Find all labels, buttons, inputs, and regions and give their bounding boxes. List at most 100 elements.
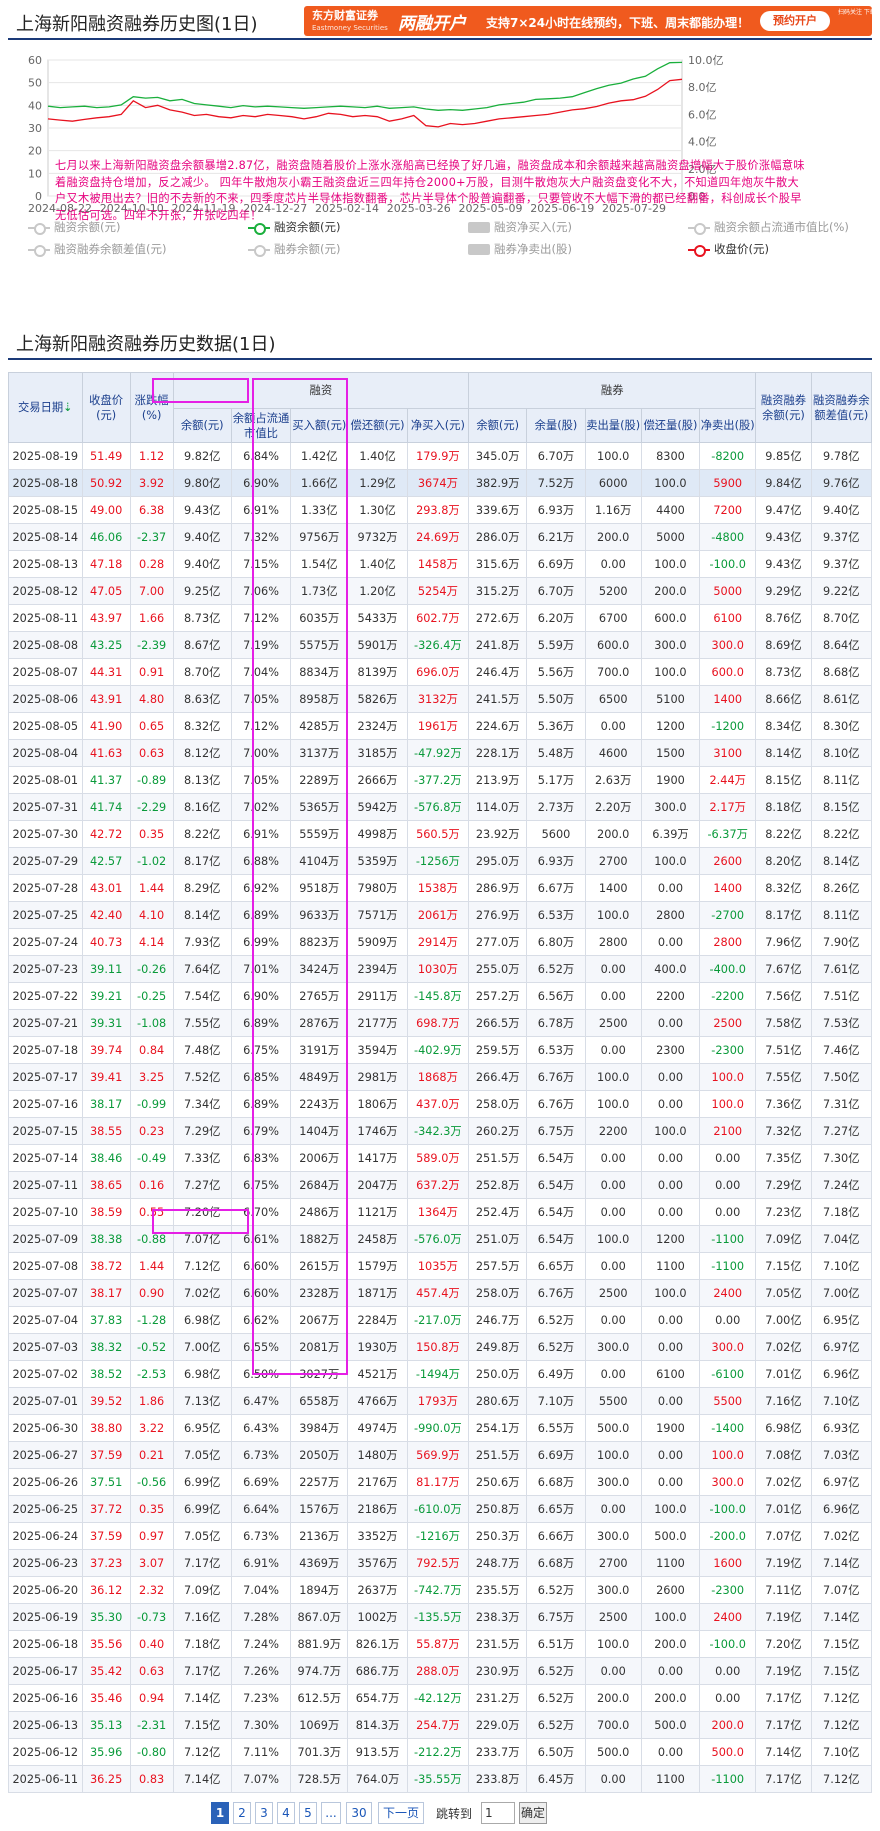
table-cell: 7.30% bbox=[230, 1711, 292, 1739]
page-button-5[interactable]: 5 bbox=[299, 1802, 317, 1824]
table-cell: 5.36万 bbox=[526, 712, 586, 740]
legend-item[interactable]: 融资融券余额差值(元) bbox=[28, 240, 166, 258]
col-change-header[interactable]: 涨跌幅(%) bbox=[129, 372, 174, 443]
table-cell: 7.13亿 bbox=[172, 1387, 232, 1415]
table-cell: 3984万 bbox=[290, 1414, 349, 1442]
legend-label: 融资余额(元) bbox=[274, 220, 341, 234]
table-cell: 700.0 bbox=[584, 1711, 642, 1739]
table-cell: 38.32 bbox=[81, 1333, 131, 1361]
table-cell: 6.96亿 bbox=[810, 1495, 873, 1523]
col-sec-repay-header[interactable]: 偿还量(股) bbox=[640, 408, 701, 443]
table-cell: 7.64亿 bbox=[172, 955, 232, 983]
col-fin-balance-header[interactable]: 余额(元) bbox=[172, 408, 232, 443]
col-date-header[interactable]: 交易日期⇣ bbox=[8, 372, 83, 443]
table-cell: 6.21万 bbox=[526, 523, 586, 551]
table-cell: 42.72 bbox=[81, 820, 131, 848]
table-cell: 5365万 bbox=[290, 793, 349, 821]
col-sec-sell-header[interactable]: 卖出量(股) bbox=[584, 408, 642, 443]
table-row: 2025-07-22 39.21 -0.25 7.54亿 6.90% 2765万 2911万… bbox=[8, 982, 873, 1010]
table-cell: 6.96亿 bbox=[810, 1360, 873, 1388]
page-button-2[interactable]: 2 bbox=[233, 1802, 251, 1824]
table-cell: 5.48万 bbox=[526, 739, 586, 767]
page-button-4[interactable]: 4 bbox=[277, 1802, 295, 1824]
table-cell: 6.78万 bbox=[526, 1009, 586, 1037]
legend-item[interactable]: 融资余额(元) bbox=[28, 218, 120, 236]
table-cell: 0.83 bbox=[129, 1765, 174, 1793]
table-cell: -2300 bbox=[699, 1036, 757, 1064]
legend-line-icon bbox=[248, 244, 270, 257]
table-cell: 7.27亿 bbox=[172, 1171, 232, 1199]
table-cell: 8.29亿 bbox=[172, 874, 232, 902]
table-row: 2025-08-06 43.91 4.80 8.63亿 7.05% 8958万 5826万 3… bbox=[8, 685, 873, 713]
table-cell: 4521万 bbox=[347, 1360, 408, 1388]
legend-item[interactable]: 融券余额(元) bbox=[248, 240, 340, 258]
table-cell: 2025-06-17 bbox=[8, 1657, 83, 1685]
page-button-3[interactable]: 3 bbox=[255, 1802, 273, 1824]
col-fin-buy-header[interactable]: 买入额(元) bbox=[290, 408, 349, 443]
col-sec-balance-header[interactable]: 余额(元) bbox=[468, 408, 528, 443]
table-cell: -0.52 bbox=[129, 1333, 174, 1361]
page-button-30[interactable]: 30 bbox=[346, 1802, 372, 1824]
table-cell: 5100 bbox=[640, 685, 701, 713]
y-right-tick-label: 6.0亿 bbox=[688, 108, 717, 121]
legend-item[interactable]: 融券净卖出(股) bbox=[468, 240, 572, 258]
col-close-header[interactable]: 收盘价(元) bbox=[81, 372, 131, 443]
goto-confirm-button[interactable]: 确定 bbox=[519, 1802, 547, 1824]
table-cell: 0.00 bbox=[640, 1306, 701, 1334]
table-cell: 7.52亿 bbox=[172, 1063, 232, 1091]
table-cell: 9.85亿 bbox=[755, 442, 812, 470]
page-button-1[interactable]: 1 bbox=[211, 1802, 229, 1824]
col-balance-diff-header[interactable]: 融资融券余额差值(元) bbox=[810, 372, 873, 443]
legend-item[interactable]: 收盘价(元) bbox=[688, 240, 769, 258]
table-cell: 6.65万 bbox=[526, 1252, 586, 1280]
table-cell: -326.4万 bbox=[406, 631, 470, 659]
table-cell: 7.20亿 bbox=[755, 1630, 812, 1658]
table-cell: 612.5万 bbox=[290, 1684, 349, 1712]
col-fin-net-buy-header[interactable]: 净买入(元) bbox=[406, 408, 470, 443]
table-row: 2025-06-27 37.59 0.21 7.05亿 6.73% 2050万 1480万 5… bbox=[8, 1441, 873, 1469]
legend-item[interactable]: 融资净买入(元) bbox=[468, 218, 572, 236]
table-cell: 3137万 bbox=[290, 739, 349, 767]
table-row: 2025-06-23 37.23 3.07 7.17亿 6.91% 4369万 3576万 7… bbox=[8, 1549, 873, 1577]
ad-open-account-button[interactable]: 预约开户 bbox=[760, 11, 830, 31]
legend-label: 融资净买入(元) bbox=[494, 220, 572, 234]
table-cell: 200.0 bbox=[699, 1711, 757, 1739]
legend-item[interactable]: 融资余额(元) bbox=[248, 218, 340, 236]
ad-banner[interactable]: 东方财富证券 Eastmoney Securities 两融开户 支持7×24小时… bbox=[304, 6, 872, 36]
table-cell: 602.7万 bbox=[406, 604, 470, 632]
table-cell: 250.0万 bbox=[468, 1360, 528, 1388]
chart-section-header: 上海新阳融资融券历史图(1日) bbox=[8, 6, 872, 40]
col-fin-ratio-header[interactable]: 余额占流通市值比 bbox=[230, 408, 292, 443]
col-sec-net-sell-header[interactable]: 净卖出(股) bbox=[699, 408, 757, 443]
table-cell: 266.5万 bbox=[468, 1009, 528, 1037]
table-cell: 4369万 bbox=[290, 1549, 349, 1577]
table-cell: 9.40亿 bbox=[810, 496, 873, 524]
table-cell: 6700 bbox=[584, 604, 642, 632]
table-cell: 300.0 bbox=[584, 1522, 642, 1550]
table-cell: 7.55亿 bbox=[172, 1009, 232, 1037]
table-cell: 8.64亿 bbox=[810, 631, 873, 659]
table-cell: 7.48亿 bbox=[172, 1036, 232, 1064]
table-cell: -1400 bbox=[699, 1414, 757, 1442]
table-cell: 36.25 bbox=[81, 1765, 131, 1793]
next-page-button[interactable]: 下一页 bbox=[378, 1802, 424, 1824]
table-cell: 246.7万 bbox=[468, 1306, 528, 1334]
table-cell: 2.44万 bbox=[699, 766, 757, 794]
col-total-balance-header[interactable]: 融资融券余额(元) bbox=[755, 372, 812, 443]
table-cell: 8.70亿 bbox=[810, 604, 873, 632]
table-cell: 9.78亿 bbox=[810, 442, 873, 470]
goto-page-input[interactable]: 1 bbox=[481, 1802, 515, 1824]
table-cell: 6.49万 bbox=[526, 1360, 586, 1388]
table-cell: 1200 bbox=[640, 712, 701, 740]
legend-label: 融券净卖出(股) bbox=[494, 242, 572, 256]
table-cell: 2243万 bbox=[290, 1090, 349, 1118]
table-cell: 1538万 bbox=[406, 874, 470, 902]
col-fin-repay-header[interactable]: 偿还额(元) bbox=[347, 408, 408, 443]
col-sec-volume-header[interactable]: 余量(股) bbox=[526, 408, 586, 443]
table-cell: 2289万 bbox=[290, 766, 349, 794]
table-cell: 8139万 bbox=[347, 658, 408, 686]
page-button-ellipsis: ... bbox=[321, 1802, 341, 1824]
legend-item[interactable]: 融资余额占流通市值比(%) bbox=[688, 218, 849, 236]
table-cell: 6.98亿 bbox=[172, 1360, 232, 1388]
table-cell: 0.00 bbox=[640, 1738, 701, 1766]
